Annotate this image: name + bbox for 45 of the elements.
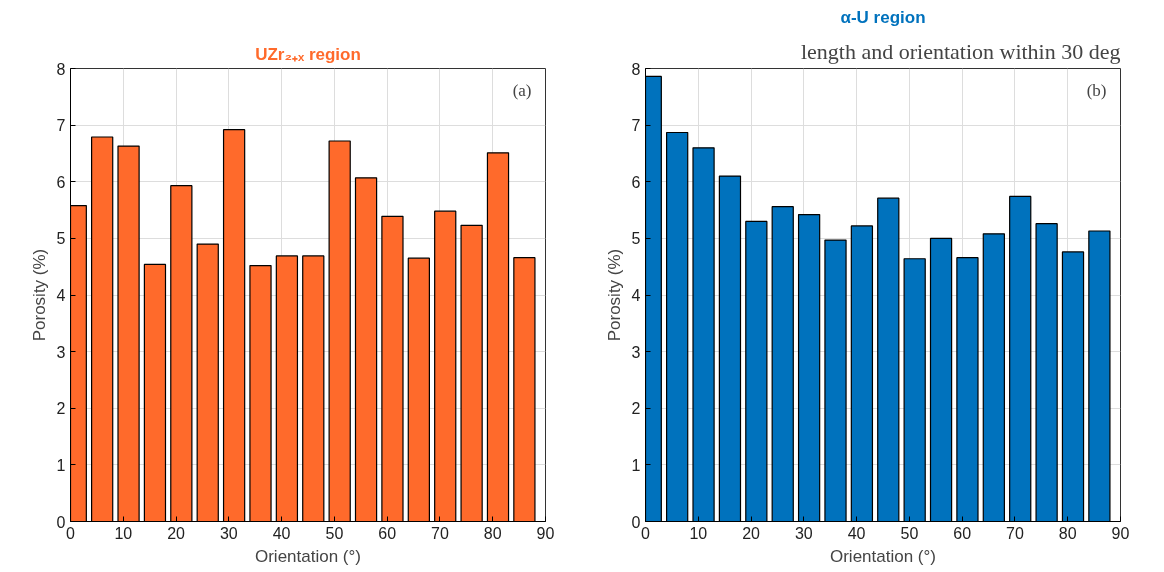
y-tick-label: 8 xyxy=(631,60,641,78)
x-tick-label: 40 xyxy=(272,524,291,542)
y-tick-label: 3 xyxy=(56,343,66,361)
x-axis-title: Orientation (°) xyxy=(830,546,937,566)
y-tick-label: 5 xyxy=(631,230,641,248)
y-tick-label: 0 xyxy=(56,513,66,531)
annotation: (a) xyxy=(512,80,532,100)
y-tick-label: 2 xyxy=(631,400,641,418)
chart-title: α-U region xyxy=(840,7,926,27)
x-tick-label: 60 xyxy=(378,524,397,542)
x-tick-label: 50 xyxy=(325,524,344,542)
x-tick-label: 70 xyxy=(1006,524,1024,542)
y-tick-label: 8 xyxy=(56,60,66,78)
y-tick-label: 7 xyxy=(56,117,66,135)
y-tick-label: 4 xyxy=(631,287,641,304)
x-axis-title: Orientation (°) xyxy=(255,546,362,566)
annotation: (b) xyxy=(1086,80,1107,100)
x-tick-label: 70 xyxy=(431,524,449,542)
x-tick-label: 30 xyxy=(794,524,813,542)
y-tick-label: 3 xyxy=(631,343,641,361)
x-tick-label: 30 xyxy=(219,524,238,542)
y-tick-label: 0 xyxy=(631,513,641,531)
y-axis-title: Porosity (%) xyxy=(604,248,624,342)
y-tick-label: 7 xyxy=(631,117,641,135)
text: length and orientation within 30 deg xyxy=(800,38,1121,64)
y-tick-label: 1 xyxy=(631,456,641,474)
x-tick-label: 10 xyxy=(689,524,708,542)
x-tick-label: 20 xyxy=(167,524,186,542)
x-tick-label: 50 xyxy=(900,524,919,542)
x-tick-label: 90 xyxy=(536,524,555,542)
y-tick-label: 1 xyxy=(56,456,66,474)
y-tick-label: 2 xyxy=(56,400,66,418)
x-tick-label: 80 xyxy=(483,524,502,542)
y-tick-label: 5 xyxy=(56,230,66,248)
y-axis-title: Porosity (%) xyxy=(29,248,49,342)
y-tick-label: 6 xyxy=(631,173,641,191)
x-tick-label: 40 xyxy=(847,524,866,542)
x-tick-label: 10 xyxy=(114,524,133,542)
x-tick-label: 20 xyxy=(742,524,761,542)
chart-title: UZr₂₊ₓ region xyxy=(255,44,361,64)
x-tick-label: 60 xyxy=(953,524,972,542)
y-tick-label: 6 xyxy=(56,173,66,191)
x-tick-label: 90 xyxy=(1111,524,1130,542)
x-tick-label: 80 xyxy=(1058,524,1077,542)
y-tick-label: 4 xyxy=(56,287,66,304)
